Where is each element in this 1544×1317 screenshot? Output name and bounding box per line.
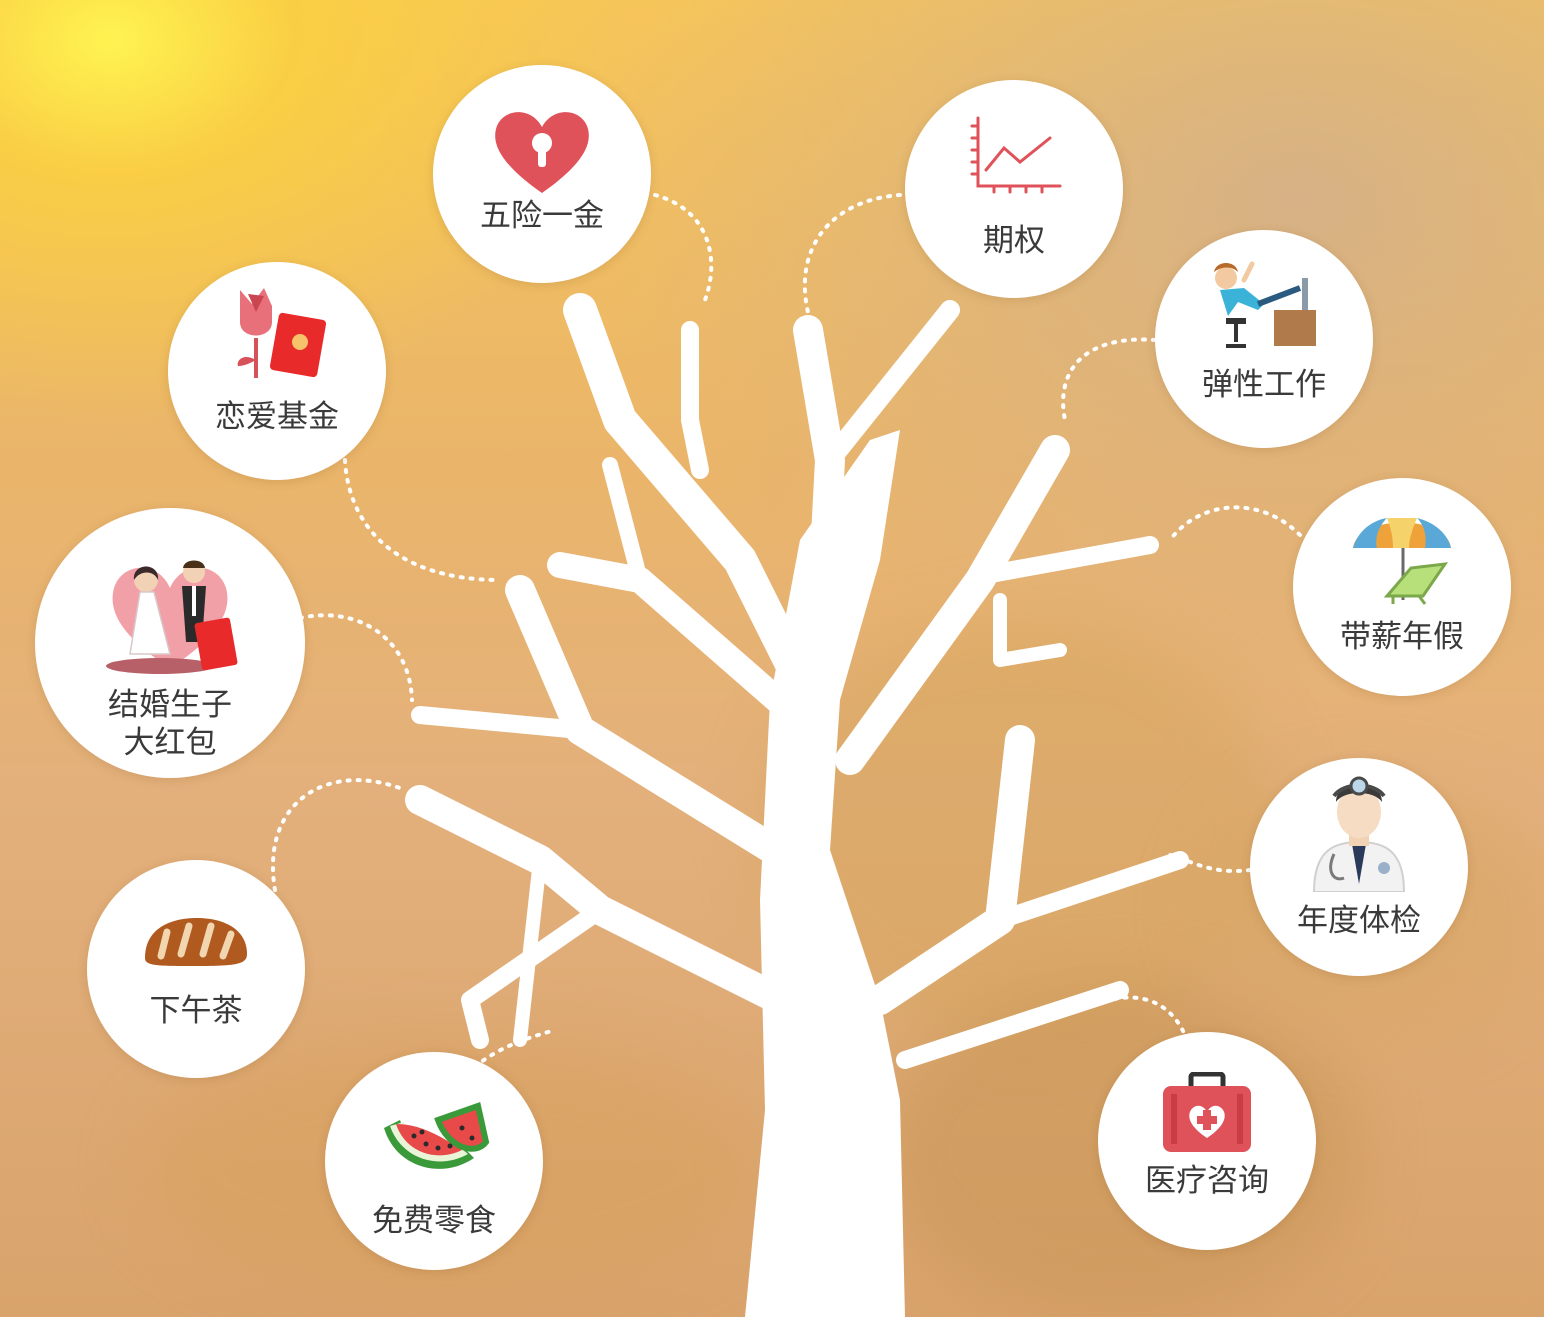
- benefit-label: 带薪年假: [1340, 619, 1464, 655]
- relaxed-worker-icon: [1214, 261, 1316, 348]
- benefit-label: 免费零食: [372, 1203, 496, 1239]
- bread-icon: [145, 918, 247, 966]
- benefit-label: 弹性工作: [1202, 367, 1326, 403]
- benefit-label: 年度体检: [1297, 903, 1421, 939]
- benefit-label: 恋爱基金: [215, 399, 339, 435]
- benefit-label: 结婚生子 大红包: [108, 687, 232, 761]
- benefit-bubble-social-insurance: 五险一金: [433, 65, 651, 283]
- benefit-label: 下午茶: [149, 993, 243, 1029]
- rose-red-envelope-icon: [237, 288, 327, 378]
- benefit-label: 期权: [983, 223, 1045, 259]
- benefit-label: 医疗咨询: [1145, 1163, 1269, 1199]
- benefit-bubble-medical-consultation: 医疗咨询: [1098, 1032, 1316, 1250]
- benefit-bubble-wedding-gift: 结婚生子 大红包: [35, 508, 305, 778]
- benefit-bubble-free-snacks: 免费零食: [325, 1052, 543, 1270]
- heart-lock-icon: [495, 112, 589, 193]
- benefit-bubble-flexible-work: 弹性工作: [1155, 230, 1373, 448]
- beach-umbrella-icon: [1353, 518, 1451, 605]
- benefit-bubble-paid-leave: 带薪年假: [1293, 478, 1511, 696]
- medical-kit-icon: [1163, 1072, 1251, 1152]
- watermelon-icon: [384, 1102, 490, 1169]
- benefit-bubble-afternoon-tea: 下午茶: [87, 860, 305, 1078]
- doctor-icon: [1312, 776, 1406, 892]
- wedding-couple-icon: [106, 560, 238, 674]
- benefit-bubble-annual-checkup: 年度体检: [1250, 758, 1468, 976]
- benefit-bubble-dating-fund: 恋爱基金: [168, 262, 386, 480]
- line-chart-icon: [970, 116, 1062, 194]
- tree-shape: [405, 293, 1189, 1317]
- benefit-label: 五险一金: [480, 198, 604, 234]
- benefit-bubble-stock-options: 期权: [905, 80, 1123, 298]
